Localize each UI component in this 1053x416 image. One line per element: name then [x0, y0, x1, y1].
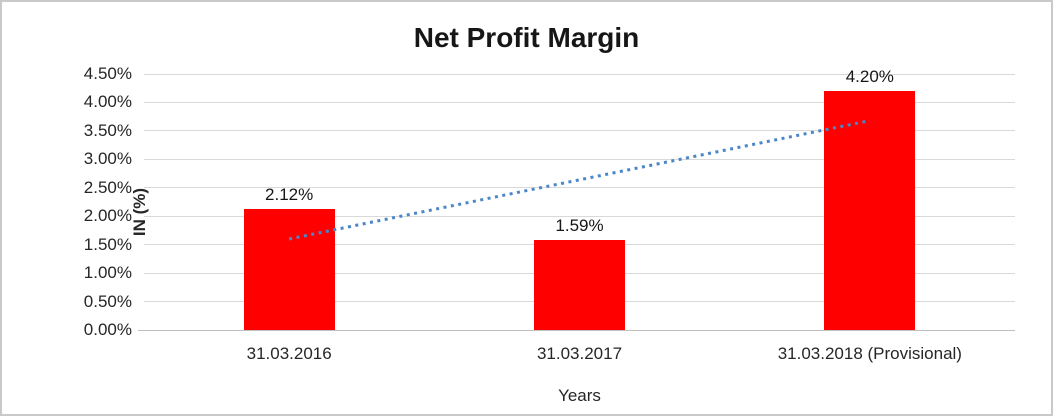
y-tick-label: 0.00%: [83, 320, 132, 339]
y-tick-label: 2.50%: [83, 177, 132, 197]
y-tick-label: 1.50%: [83, 234, 132, 254]
chart-title: Net Profit Margin: [413, 22, 640, 53]
y-tick-label: 3.50%: [83, 120, 132, 140]
x-axis-line: [138, 329, 1015, 331]
plot-area: IN (%) 0.00% 0.50% 1.00% 1.50% 2.00% 2.50% 3.0…: [84, 65, 1015, 405]
gridline: [144, 130, 1015, 132]
bar-31.03.2016: [243, 209, 335, 330]
gridline: [144, 101, 1015, 103]
y-tick-label: 0.50%: [83, 291, 132, 311]
y-tick-label: 3.00%: [83, 149, 132, 169]
y-tick-label: 4.00%: [83, 92, 132, 112]
x-tick-label: 31.03.2018 (Provisional): [777, 344, 962, 363]
data-label: 1.59%: [555, 215, 604, 235]
y-tick-label: 2.00%: [83, 206, 132, 226]
x-tick-label: 31.03.2017: [536, 344, 623, 363]
gridline: [144, 73, 1015, 75]
x-tick-label: 31.03.2016: [246, 344, 332, 363]
gridline: [144, 187, 1015, 189]
y-tick-label: 4.50%: [83, 64, 132, 83]
data-label: 2.12%: [265, 185, 314, 205]
bar-31.03.2018 (Provisional): [824, 91, 916, 330]
bar-31.03.2017: [534, 239, 625, 330]
gridline: [144, 215, 1015, 217]
gridline: [144, 158, 1015, 160]
trendline: [288, 119, 871, 241]
x-axis-title: Years: [558, 386, 601, 405]
data-label: 4.20%: [845, 67, 894, 87]
y-tick-label: 1.00%: [83, 263, 132, 283]
